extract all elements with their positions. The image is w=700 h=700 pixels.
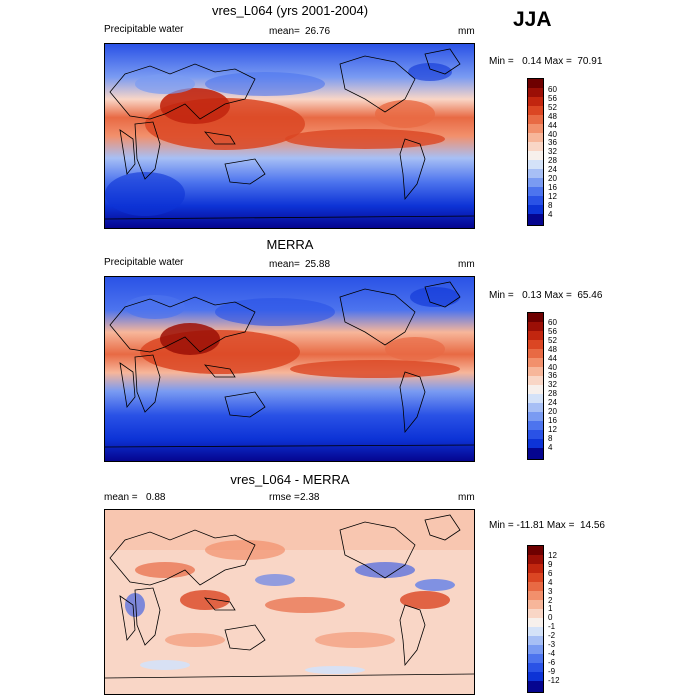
panel-2-map	[104, 276, 475, 462]
panel-2-colorbar-svg	[527, 312, 544, 460]
panel-2-title: MERRA	[266, 237, 314, 252]
panel-2-tick: 40	[548, 362, 557, 372]
panel-2-tick: 20	[548, 407, 557, 417]
panel-3-tick: -12	[548, 675, 560, 685]
panel-3-tick: -4	[548, 648, 556, 658]
panel-2-tick: 16	[548, 415, 557, 425]
panel-1-title: vres_L064 (yrs 2001-2004)	[211, 3, 369, 18]
panel-1-tick: 4	[548, 209, 553, 219]
panel-3-minmax: Min = -11.81 Max = 14.56	[489, 520, 605, 531]
panel-2-tick: 52	[548, 335, 557, 345]
panel-1-map	[104, 43, 475, 229]
panel-2-tick: 8	[548, 433, 553, 443]
panel-1-tick: 32	[548, 147, 557, 157]
panel-1-tick: 56	[548, 93, 557, 103]
panel-2-tick: 24	[548, 398, 557, 408]
panel-2-colorbar	[527, 312, 544, 460]
panel-3-tick: 12	[548, 551, 557, 560]
panel-2-tick: 28	[548, 389, 557, 399]
panel-1-mean-label: mean=	[269, 26, 300, 37]
panel-3-mean-label: mean =	[104, 492, 138, 503]
panel-1-tick: 60	[548, 85, 557, 94]
panel-2-tick: 44	[548, 353, 557, 363]
panel-3-tick: -6	[548, 657, 556, 667]
panel-1-variable: Precipitable water	[104, 24, 184, 35]
panel-2-minmax: Min = 0.13 Max = 65.46	[489, 290, 603, 301]
panel-3-rmse-value: 2.38	[300, 492, 320, 503]
panel-2-tick: 60	[548, 318, 557, 327]
panel-3-tick: 1	[548, 604, 553, 614]
panel-3-tick: -2	[548, 631, 556, 641]
panel-2-tick: 12	[548, 424, 557, 434]
panel-1-tick: 16	[548, 182, 557, 192]
season-label: JJA	[513, 8, 552, 31]
panel-3-tick: -9	[548, 666, 556, 676]
panel-1-units: mm	[458, 26, 475, 37]
panel-1-tick: 24	[548, 165, 557, 175]
panel-2-mean-value: 25.88	[305, 259, 331, 270]
panel-3-colorbar-svg	[527, 545, 544, 693]
panel-2-tick: 36	[548, 371, 557, 381]
panel-3-tick: 4	[548, 577, 553, 587]
panel-1-tick: 48	[548, 111, 557, 121]
panel-1-colorbar	[527, 78, 544, 226]
panel-3-field	[105, 510, 474, 694]
panel-3-colorbar	[527, 545, 544, 693]
panel-1-tick: 8	[548, 200, 553, 210]
panel-1-tick: 20	[548, 174, 557, 184]
panel-3-tick: 3	[548, 586, 553, 596]
panel-2-units: mm	[458, 259, 475, 270]
panel-1-mean-value: 26.76	[305, 26, 331, 37]
panel-3-units: mm	[458, 492, 475, 503]
panel-1-tick: 28	[548, 156, 557, 166]
panel-1-field	[105, 44, 474, 228]
panel-3-rmse-label: rmse =	[269, 492, 300, 503]
panel-1-tick: 40	[548, 129, 557, 139]
panel-1-minmax: Min = 0.14 Max = 70.91	[489, 56, 603, 67]
panel-3-tick: 9	[548, 559, 553, 569]
panel-3-title: vres_L064 - MERRA	[230, 472, 350, 487]
panel-2-tick: 48	[548, 344, 557, 354]
panel-2-tick: 56	[548, 326, 557, 336]
panel-1-colorbar-svg	[527, 78, 544, 226]
panel-2-mean-label: mean=	[269, 259, 300, 270]
panel-3-tick: 0	[548, 613, 553, 623]
panel-3-mean-value: 0.88	[146, 492, 166, 503]
panel-1-tick: 44	[548, 120, 557, 130]
panel-2-field	[105, 277, 474, 461]
panel-2-tick: 4	[548, 442, 553, 452]
panel-1-tick: 36	[548, 138, 557, 148]
panel-1-tick: 12	[548, 191, 557, 201]
panel-3-map	[104, 509, 475, 695]
panel-2-tick: 32	[548, 380, 557, 390]
panel-3-tick: -3	[548, 640, 556, 650]
panel-1-tick: 52	[548, 102, 557, 112]
panel-3-tick: -1	[548, 622, 556, 632]
panel-3-tick: 6	[548, 568, 553, 578]
panel-2-variable: Precipitable water	[104, 257, 184, 268]
panel-3-tick: 2	[548, 595, 553, 605]
